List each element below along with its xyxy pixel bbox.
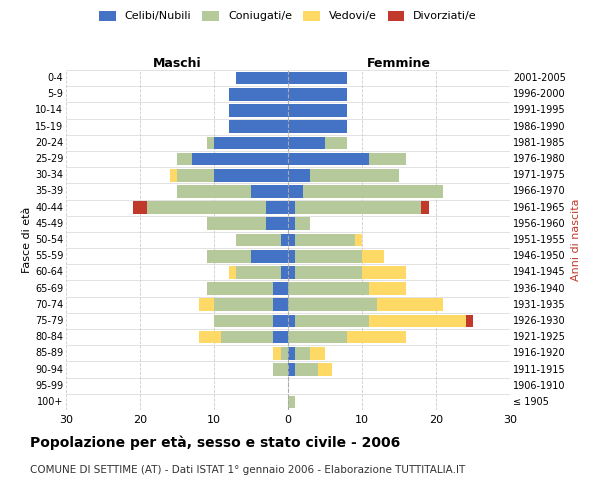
Bar	[377, 298, 443, 311]
Bar	[325, 136, 347, 149]
Bar	[214, 169, 288, 181]
Bar	[288, 266, 295, 278]
Bar	[362, 266, 406, 278]
Bar	[236, 266, 281, 278]
Bar	[177, 185, 251, 198]
Bar	[133, 202, 148, 214]
Bar	[288, 136, 325, 149]
Bar	[199, 298, 214, 311]
Bar	[229, 104, 288, 117]
Y-axis label: Anni di nascita: Anni di nascita	[571, 198, 581, 281]
Bar	[295, 347, 310, 360]
Bar	[355, 234, 362, 246]
Bar	[288, 88, 347, 101]
Bar	[288, 234, 295, 246]
Bar	[288, 202, 295, 214]
Bar	[214, 314, 273, 328]
Bar	[295, 202, 421, 214]
Text: COMUNE DI SETTIME (AT) - Dati ISTAT 1° gennaio 2006 - Elaborazione TUTTITALIA.IT: COMUNE DI SETTIME (AT) - Dati ISTAT 1° g…	[30, 465, 465, 475]
Bar	[370, 314, 466, 328]
Bar	[273, 314, 288, 328]
Bar	[148, 202, 266, 214]
Bar	[251, 185, 288, 198]
Bar	[295, 266, 362, 278]
Bar	[273, 363, 288, 376]
Bar	[288, 185, 303, 198]
Bar	[170, 169, 177, 181]
Bar	[177, 169, 214, 181]
Bar	[281, 266, 288, 278]
Bar	[229, 88, 288, 101]
Bar	[273, 347, 281, 360]
Text: Maschi: Maschi	[152, 57, 202, 70]
Bar	[288, 250, 295, 262]
Bar	[273, 331, 288, 344]
Bar	[206, 282, 273, 295]
Bar	[288, 347, 295, 360]
Bar	[236, 234, 281, 246]
Bar	[206, 136, 214, 149]
Bar	[288, 363, 295, 376]
Bar	[295, 363, 317, 376]
Bar	[206, 218, 266, 230]
Bar	[317, 363, 332, 376]
Bar	[236, 72, 288, 85]
Bar	[229, 266, 236, 278]
Bar	[266, 202, 288, 214]
Bar	[266, 218, 288, 230]
Legend: Celibi/Nubili, Coniugati/e, Vedovi/e, Divorziati/e: Celibi/Nubili, Coniugati/e, Vedovi/e, Di…	[99, 10, 477, 22]
Bar	[310, 347, 325, 360]
Bar	[288, 314, 295, 328]
Bar	[310, 169, 399, 181]
Bar	[229, 120, 288, 133]
Bar	[421, 202, 428, 214]
Bar	[199, 331, 221, 344]
Bar	[295, 218, 310, 230]
Bar	[177, 152, 192, 166]
Bar	[192, 152, 288, 166]
Bar	[288, 331, 347, 344]
Bar	[295, 250, 362, 262]
Bar	[288, 218, 295, 230]
Bar	[347, 331, 406, 344]
Bar	[466, 314, 473, 328]
Bar	[273, 298, 288, 311]
Bar	[288, 282, 370, 295]
Bar	[288, 152, 370, 166]
Bar	[295, 234, 355, 246]
Bar	[206, 250, 251, 262]
Bar	[273, 282, 288, 295]
Text: Popolazione per età, sesso e stato civile - 2006: Popolazione per età, sesso e stato civil…	[30, 435, 400, 450]
Bar	[288, 169, 310, 181]
Bar	[288, 104, 347, 117]
Bar	[370, 282, 406, 295]
Y-axis label: Fasce di età: Fasce di età	[22, 207, 32, 273]
Bar	[362, 250, 384, 262]
Bar	[295, 314, 370, 328]
Bar	[288, 298, 377, 311]
Bar	[288, 396, 295, 408]
Bar	[251, 250, 288, 262]
Bar	[221, 331, 273, 344]
Bar	[281, 347, 288, 360]
Bar	[370, 152, 406, 166]
Text: Femmine: Femmine	[367, 57, 431, 70]
Bar	[214, 298, 273, 311]
Bar	[214, 136, 288, 149]
Bar	[281, 234, 288, 246]
Bar	[303, 185, 443, 198]
Bar	[288, 120, 347, 133]
Bar	[288, 72, 347, 85]
